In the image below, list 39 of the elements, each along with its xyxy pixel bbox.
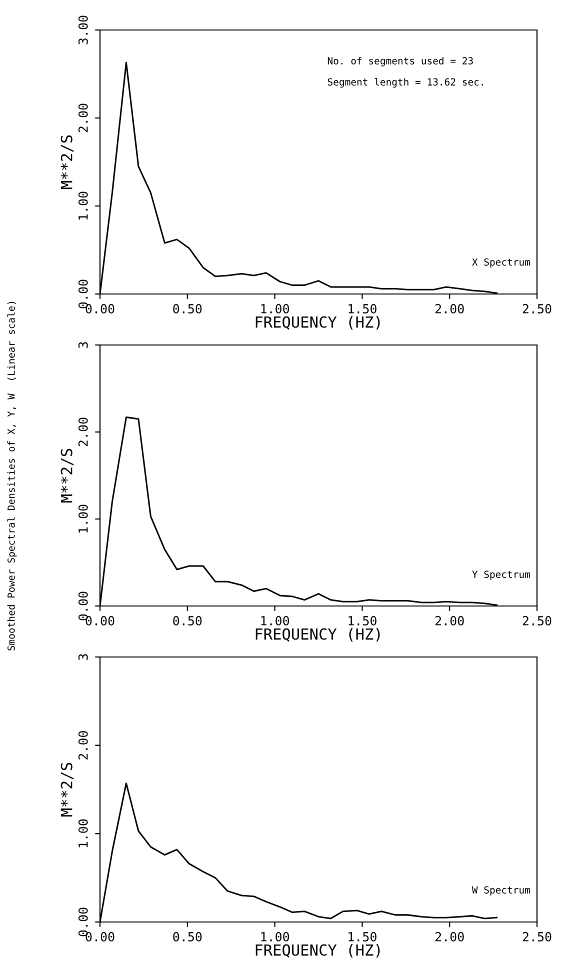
x-tick-label: 1.00 [261,932,290,942]
y-axis-title: M**2/S [60,135,74,189]
y-tick-label: 1.00 [78,819,88,848]
x-tick-label: 0.50 [173,304,202,314]
text: W Spectrum [472,886,530,896]
x-axis-title: FREQUENCY (HZ) [256,944,380,958]
x-tick-label: 0.00 [86,932,114,942]
text: Smoothed Power Spectral Densities of X, Y, W (Linear scale) [7,302,17,650]
y-tick-label: 3 [78,654,88,660]
x-tick-label: 2.00 [435,616,464,626]
text: X Spectrum [472,258,530,268]
x-tick-label: 1.50 [348,616,376,626]
annotation: Segment length = 13.62 sec. [328,78,483,88]
text: Y Spectrum [472,570,530,580]
x-tick-label: 2.50 [522,304,552,314]
x-tick-label: 1.50 [348,304,376,314]
x-tick-label: 2.50 [522,616,552,626]
y-axis-title: M**2/S [60,448,74,502]
x-tick-label: 1.00 [261,304,290,314]
y-tick-label: 2.00 [78,731,88,760]
y-tick-label: 3 [78,342,88,348]
annotation: No. of segments used = 23 [328,56,473,66]
y-tick-label: 1.00 [78,192,88,220]
x-axis-title: FREQUENCY (HZ) [256,628,380,642]
y-tick-label: 2.00 [78,418,88,446]
x-tick-label: 1.50 [348,932,376,942]
x-tick-label: 0.00 [86,616,114,626]
y-tick-label: 1.00 [78,504,88,533]
x-tick-label: 2.50 [522,932,552,942]
x-tick-label: 0.50 [173,932,202,942]
x-tick-label: 2.00 [435,304,464,314]
x-tick-label: 2.00 [435,932,464,942]
y-tick-label: 3.00 [78,16,88,44]
y-tick-label: 2.00 [78,104,88,132]
x-tick-label: 0.00 [86,304,114,314]
x-axis-title: FREQUENCY (HZ) [256,316,380,330]
y-axis-title: M**2/S [60,762,74,816]
x-tick-label: 1.00 [261,616,290,626]
x-tick-label: 0.50 [173,616,202,626]
